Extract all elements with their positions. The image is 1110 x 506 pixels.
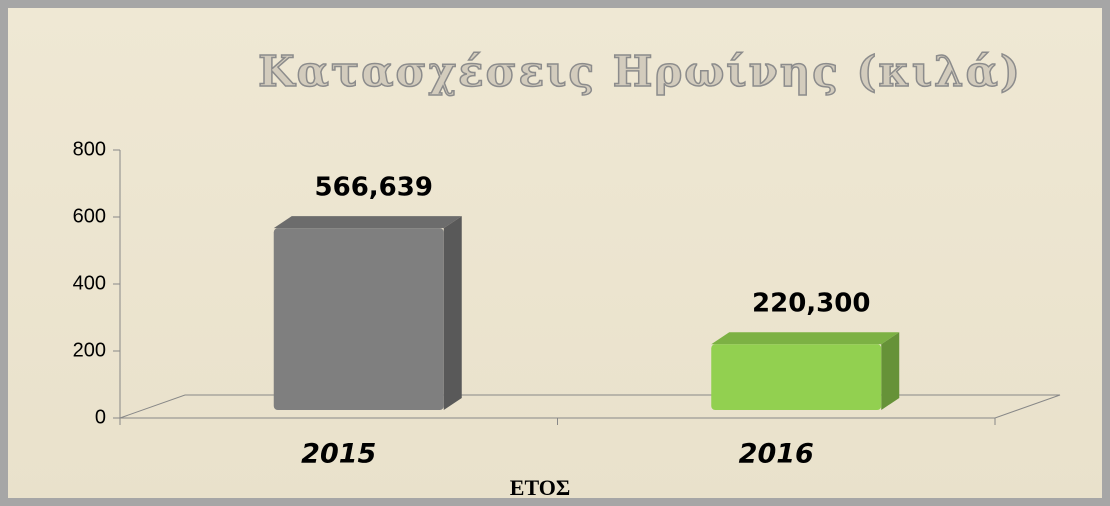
x-tick-label: 2015 <box>301 439 376 470</box>
y-tick-label: 600 <box>73 205 106 227</box>
y-tick-label: 800 <box>73 138 106 160</box>
bar-top <box>273 216 462 229</box>
y-tick-label: 200 <box>73 339 106 361</box>
bar <box>273 216 462 410</box>
x-axis-label: ΕΤΟΣ <box>510 475 570 500</box>
bar-side <box>881 332 900 410</box>
bar-front <box>711 344 882 410</box>
bar-top <box>711 332 900 345</box>
bar-front <box>273 228 444 410</box>
x-tick-label: 2016 <box>739 439 814 470</box>
floor <box>119 394 1061 419</box>
y-tick-label: 0 <box>95 406 106 428</box>
bar-side <box>443 216 462 410</box>
data-label: 220,300 <box>752 289 870 319</box>
data-label: 566,639 <box>315 173 433 203</box>
bar <box>711 332 900 410</box>
chart-title: Κατασχέσεις Ηρωίνης (κιλά) <box>258 47 1022 96</box>
y-tick-label: 400 <box>73 272 106 294</box>
